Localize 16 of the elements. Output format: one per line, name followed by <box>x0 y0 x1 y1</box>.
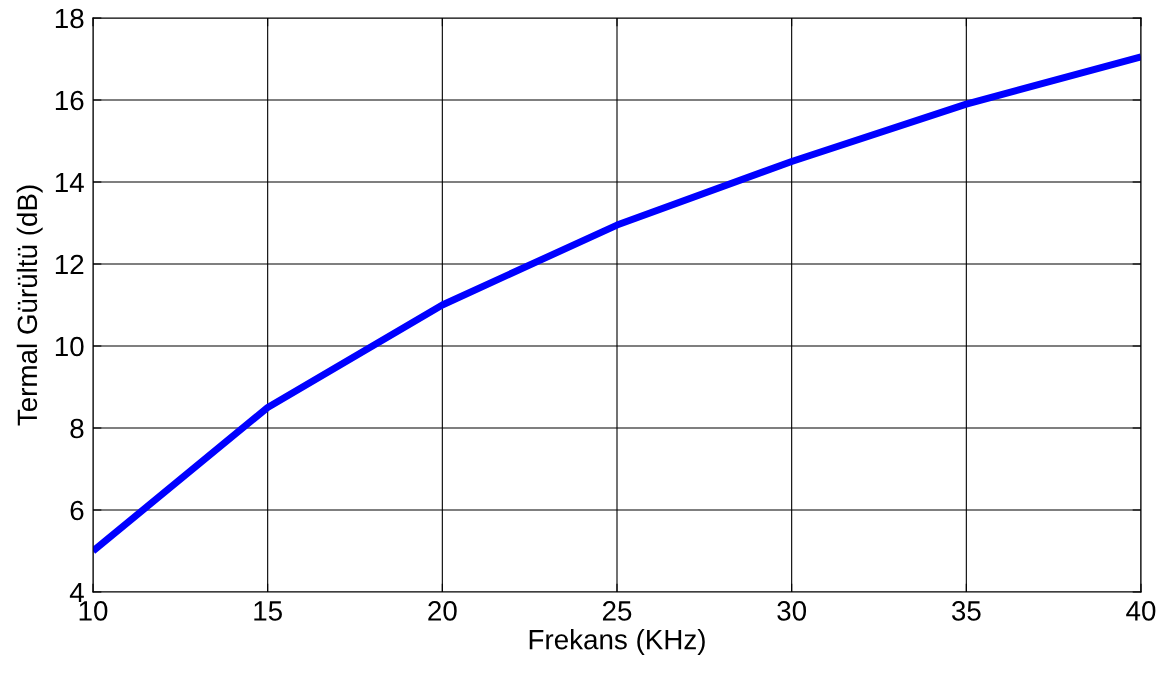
y-tick-label: 16 <box>55 90 84 111</box>
x-tick-label: 30 <box>777 601 807 621</box>
x-tick-label: 35 <box>951 601 981 621</box>
x-tick-label: 25 <box>602 601 632 621</box>
y-tick-label: 18 <box>55 8 84 29</box>
y-tick-label: 10 <box>55 336 84 357</box>
x-tick-label: 15 <box>254 601 282 621</box>
x-axis-title: Frekans (KHz) <box>529 629 705 655</box>
y-tick-label: 6 <box>70 500 84 521</box>
y-tick-label: 4 <box>69 582 84 603</box>
y-tick-label: 12 <box>55 254 84 275</box>
x-tick-label: 40 <box>1126 601 1156 621</box>
y-tick-label: 14 <box>55 172 84 193</box>
y-tick-label: 8 <box>70 418 84 439</box>
y-axis-title: Termal Gürültü (dB) <box>16 185 43 426</box>
x-tick-label: 20 <box>428 601 457 621</box>
